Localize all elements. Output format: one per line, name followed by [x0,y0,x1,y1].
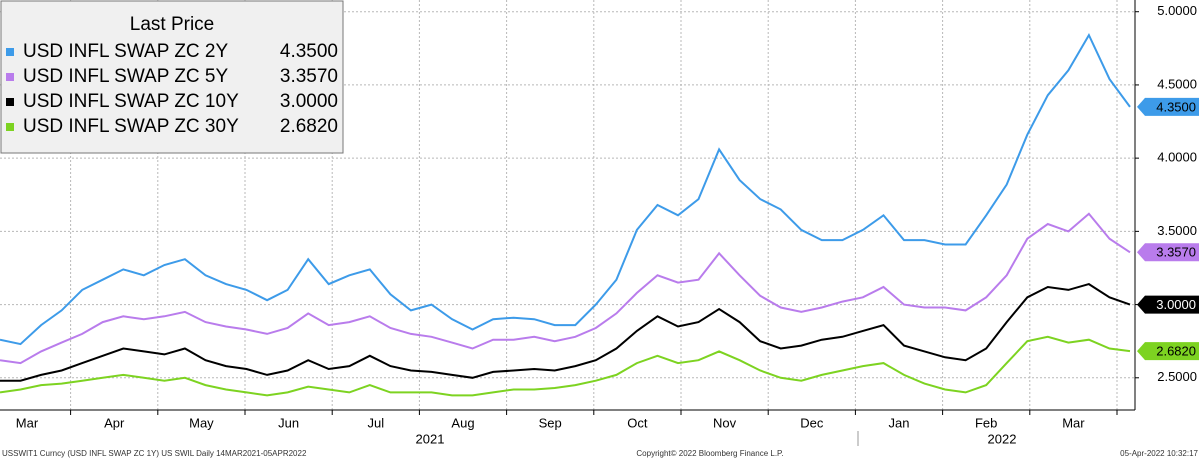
y-tick-label: 3.5000 [1157,223,1197,238]
x-tick-label: May [189,415,214,430]
last-value-tag [1137,97,1199,116]
x-tick-label: Dec [800,415,824,430]
legend-swatch [6,98,14,106]
legend: Last Price USD INFL SWAP ZC 2Y 4.3500 USD … [0,0,344,154]
legend-box [0,0,344,154]
plot-lines [0,32,1131,397]
x-tick-label: Nov [713,415,737,430]
axis-labels: 2.5000 3.0000 3.5000 4.0000 4.5000 5.0000 Mar A… [16,3,1199,446]
x-tick-label: Sep [539,415,562,430]
legend-value: 2.6820 [280,116,338,137]
footer-left: USSWIT1 Curncy (USD INFL SWAP ZC 1Y) US … [2,449,307,458]
x-tick-label: Mar [1062,415,1085,430]
y-tick-label: 2.5000 [1157,369,1197,384]
last-value-tag [1137,295,1199,314]
legend-name: USD INFL SWAP ZC 10Y [23,91,239,112]
footer-center: Copyright© 2022 Bloomberg Finance L.P. [636,449,783,458]
x-tick-label: Oct [627,415,648,430]
legend-value: 3.3570 [280,66,338,87]
legend-swatch [6,123,14,131]
x-tick-label: Mar [16,415,39,430]
legend-value: 3.0000 [280,91,338,112]
legend-value: 4.3500 [280,41,338,62]
series-line [0,32,1131,346]
last-value-tag [1137,342,1199,361]
legend-name: USD INFL SWAP ZC 5Y [23,66,228,87]
legend-name: USD INFL SWAP ZC 30Y [23,116,239,137]
y-tick-label: 4.0000 [1157,150,1197,165]
x-tick-label: Jul [367,415,384,430]
legend-swatch [6,73,14,81]
series-line [0,335,1131,397]
x-tick-label: Jun [278,415,299,430]
last-value-label: 3.3570 [1156,245,1196,260]
series-line [0,283,1131,382]
series-line [0,212,1131,365]
year-label: 2021 [416,431,445,446]
last-value-label: 4.3500 [1156,99,1196,114]
y-tick-label: 5.0000 [1157,3,1197,18]
legend-name: USD INFL SWAP ZC 2Y [23,41,228,62]
last-value-label: 2.6820 [1156,344,1196,359]
x-tick-label: Feb [975,415,997,430]
year-label: 2022 [988,431,1017,446]
x-tick-label: Jan [889,415,910,430]
last-value-tag [1137,243,1199,262]
legend-title: Last Price [130,14,214,35]
footer-right: 05-Apr-2022 10:32:17 [1120,449,1198,458]
x-tick-label: Aug [451,415,474,430]
legend-swatch [6,48,14,56]
y-tick-label: 4.5000 [1157,76,1197,91]
last-value-label: 3.0000 [1156,297,1196,312]
x-tick-label: Apr [104,415,125,430]
